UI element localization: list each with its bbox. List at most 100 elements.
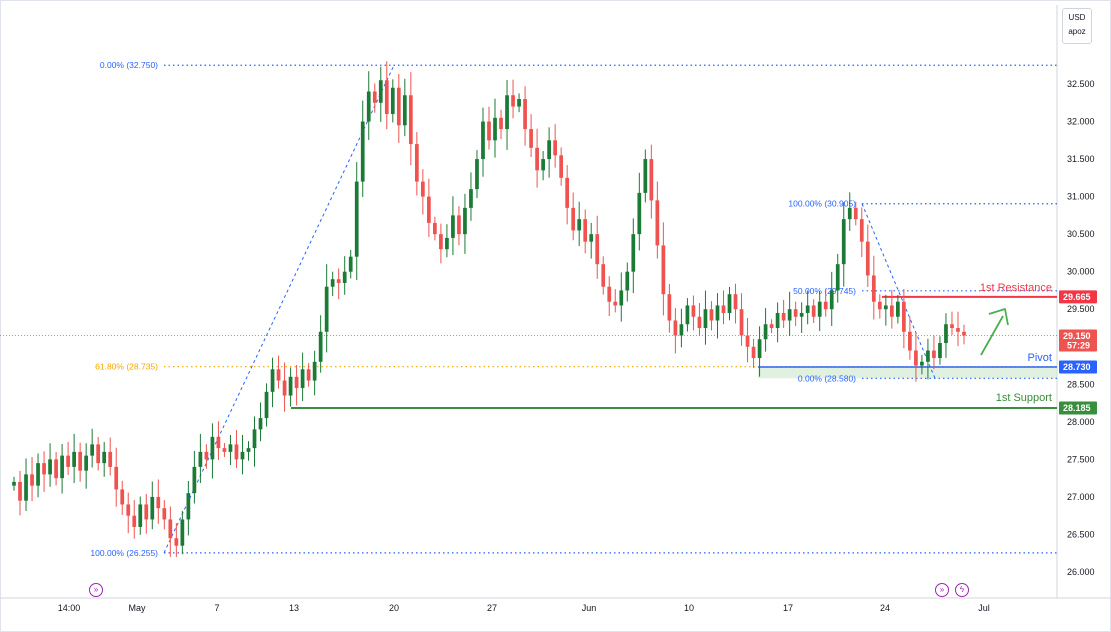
candle[interactable] xyxy=(174,523,179,557)
candle[interactable] xyxy=(829,271,834,326)
candle[interactable] xyxy=(553,124,558,168)
candle[interactable] xyxy=(222,443,227,457)
candle[interactable] xyxy=(96,437,101,471)
candle[interactable] xyxy=(841,202,846,287)
candle[interactable] xyxy=(126,492,131,534)
candle[interactable] xyxy=(156,479,161,524)
candle[interactable] xyxy=(673,308,678,354)
candle[interactable] xyxy=(649,144,654,219)
candle[interactable] xyxy=(865,224,870,287)
candle[interactable] xyxy=(523,86,527,146)
candle[interactable] xyxy=(655,181,660,259)
candle[interactable] xyxy=(871,255,876,320)
candle[interactable] xyxy=(541,151,545,181)
candle[interactable] xyxy=(685,298,690,332)
candle[interactable] xyxy=(114,447,119,507)
candle[interactable] xyxy=(180,511,185,555)
candle[interactable] xyxy=(709,301,714,331)
candle[interactable] xyxy=(811,299,816,323)
candle[interactable] xyxy=(667,283,672,333)
candle[interactable] xyxy=(835,253,840,303)
candle[interactable] xyxy=(354,162,359,280)
candle[interactable] xyxy=(793,301,798,327)
candle[interactable] xyxy=(920,354,924,375)
fib-small-trendline[interactable] xyxy=(861,203,936,379)
candle[interactable] xyxy=(817,291,822,332)
candle[interactable] xyxy=(625,262,630,302)
candle[interactable] xyxy=(276,355,281,389)
candle[interactable] xyxy=(511,79,515,119)
candle[interactable] xyxy=(547,127,551,178)
candle[interactable] xyxy=(390,79,395,123)
candle[interactable] xyxy=(631,218,636,294)
candle[interactable] xyxy=(60,443,64,494)
candle[interactable] xyxy=(246,441,251,461)
candlestick-series[interactable] xyxy=(12,61,966,557)
candle[interactable] xyxy=(950,311,954,335)
candle[interactable] xyxy=(643,149,648,203)
candle[interactable] xyxy=(469,172,473,221)
candle[interactable] xyxy=(739,293,744,346)
candle[interactable] xyxy=(883,294,888,326)
candle[interactable] xyxy=(733,283,738,324)
candle[interactable] xyxy=(90,428,95,468)
candle[interactable] xyxy=(12,476,16,491)
candle[interactable] xyxy=(198,433,203,484)
candle[interactable] xyxy=(799,302,804,334)
candle[interactable] xyxy=(186,480,191,536)
candle[interactable] xyxy=(505,80,509,150)
candle[interactable] xyxy=(895,294,900,324)
candle[interactable] xyxy=(66,441,70,475)
candle[interactable] xyxy=(926,338,930,380)
candle[interactable] xyxy=(42,451,46,492)
candle[interactable] xyxy=(499,109,503,139)
candle[interactable] xyxy=(914,332,918,382)
candle[interactable] xyxy=(751,338,756,368)
candle[interactable] xyxy=(138,496,143,535)
candle[interactable] xyxy=(427,178,431,237)
candle[interactable] xyxy=(402,78,407,137)
candle[interactable] xyxy=(439,223,443,264)
candle[interactable] xyxy=(703,290,708,345)
candle[interactable] xyxy=(823,288,828,317)
candle[interactable] xyxy=(595,215,600,279)
candle[interactable] xyxy=(216,421,221,460)
candle[interactable] xyxy=(228,434,233,466)
candle[interactable] xyxy=(613,289,618,313)
candle[interactable] xyxy=(78,442,83,482)
candle[interactable] xyxy=(877,294,882,319)
candle[interactable] xyxy=(192,450,197,504)
candle[interactable] xyxy=(300,352,305,402)
candle[interactable] xyxy=(481,107,485,177)
candle[interactable] xyxy=(36,453,40,498)
candle[interactable] xyxy=(691,295,696,331)
candle[interactable] xyxy=(475,150,479,199)
candle[interactable] xyxy=(787,291,792,337)
support-resistance-levels[interactable]: 1st Resistance Pivot 1st Support xyxy=(291,282,1057,409)
candle[interactable] xyxy=(72,433,76,484)
candle[interactable] xyxy=(168,506,173,557)
candle[interactable] xyxy=(150,481,155,530)
candle[interactable] xyxy=(697,303,702,337)
candle[interactable] xyxy=(938,336,942,365)
candle[interactable] xyxy=(457,206,461,246)
candle[interactable] xyxy=(932,335,936,370)
candle[interactable] xyxy=(571,192,576,241)
candle[interactable] xyxy=(258,402,263,442)
candle[interactable] xyxy=(661,222,666,316)
candle[interactable] xyxy=(757,326,762,377)
price-axis[interactable]: 32.500 32.000 31.500 31.000 30.500 30.000 29.5… xyxy=(1067,79,1095,577)
candle[interactable] xyxy=(48,443,52,487)
candle[interactable] xyxy=(433,216,437,241)
candle[interactable] xyxy=(517,93,521,113)
candle[interactable] xyxy=(264,383,269,427)
candle[interactable] xyxy=(565,165,570,225)
candle[interactable] xyxy=(360,100,365,197)
candle[interactable] xyxy=(619,272,624,322)
candle[interactable] xyxy=(463,193,467,254)
candle[interactable] xyxy=(487,106,491,150)
candle[interactable] xyxy=(252,416,257,467)
candle[interactable] xyxy=(805,290,810,325)
candle[interactable] xyxy=(559,147,564,186)
